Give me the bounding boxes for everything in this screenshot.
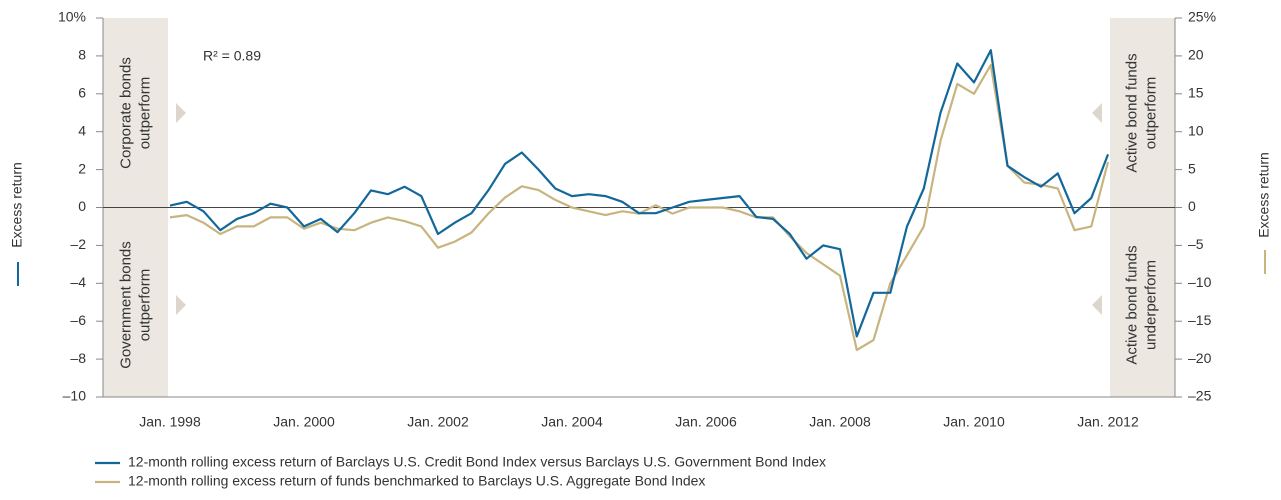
x-tick-label: Jan. 2012 (1077, 414, 1139, 430)
arrow (176, 295, 186, 315)
series-line (169, 49, 1110, 338)
y-tick-label: 6 (78, 85, 86, 101)
y2-tick-label: 20 (1188, 47, 1204, 63)
y-tick-label: –2 (70, 236, 86, 252)
x-tick-label: Jan. 2006 (675, 414, 737, 430)
arrow (1092, 295, 1102, 315)
legend-label: 12-month rolling excess return of funds … (128, 473, 705, 489)
region-label: underperform (1142, 260, 1159, 350)
y2-tick-label: –25 (1188, 388, 1212, 404)
y2-tick-label: 15 (1188, 85, 1204, 101)
y2-tick-label: –15 (1188, 312, 1212, 328)
y2-tick-label: 0 (1188, 198, 1196, 214)
region-label: outperform (136, 77, 153, 150)
arrow (1092, 103, 1102, 123)
y2-tick-label: 25% (1188, 9, 1216, 25)
y-tick-label: 2 (78, 160, 86, 176)
y-tick-label: –8 (70, 350, 86, 366)
y2-axis-title: Excess return (1256, 152, 1272, 238)
y-tick-label: –4 (70, 274, 86, 290)
y2-tick-label: –5 (1188, 236, 1204, 252)
arrow (176, 103, 186, 123)
region-label: outperform (1142, 77, 1159, 150)
x-tick-label: Jan. 2000 (273, 414, 335, 430)
x-tick-label: Jan. 2004 (541, 414, 603, 430)
y-axis-title: Excess return (9, 162, 25, 248)
y-tick-label: 10% (58, 9, 86, 25)
legend-label: 12-month rolling excess return of Barcla… (128, 454, 826, 470)
y-tick-label: 8 (78, 47, 86, 63)
y2-tick-label: –10 (1188, 274, 1212, 290)
region-label: Active bond funds (1123, 245, 1140, 364)
x-tick-label: Jan. 2008 (809, 414, 871, 430)
y-tick-label: –10 (63, 388, 87, 404)
x-tick-label: Jan. 2002 (407, 414, 469, 430)
region-label: outperform (136, 269, 153, 342)
y2-tick-label: 10 (1188, 122, 1204, 138)
y2-tick-label: 5 (1188, 160, 1196, 176)
r-squared: R² = 0.89 (203, 48, 261, 64)
y-tick-label: 0 (78, 198, 86, 214)
region-label: Corporate bonds (117, 57, 134, 169)
x-tick-label: Jan. 2010 (943, 414, 1005, 430)
region-label: Active bond funds (1123, 53, 1140, 172)
y-tick-label: 4 (78, 122, 86, 138)
y-tick-label: –6 (70, 312, 86, 328)
region-label: Government bonds (117, 241, 134, 369)
y2-tick-label: –20 (1188, 350, 1212, 366)
x-tick-label: Jan. 1998 (139, 414, 201, 430)
